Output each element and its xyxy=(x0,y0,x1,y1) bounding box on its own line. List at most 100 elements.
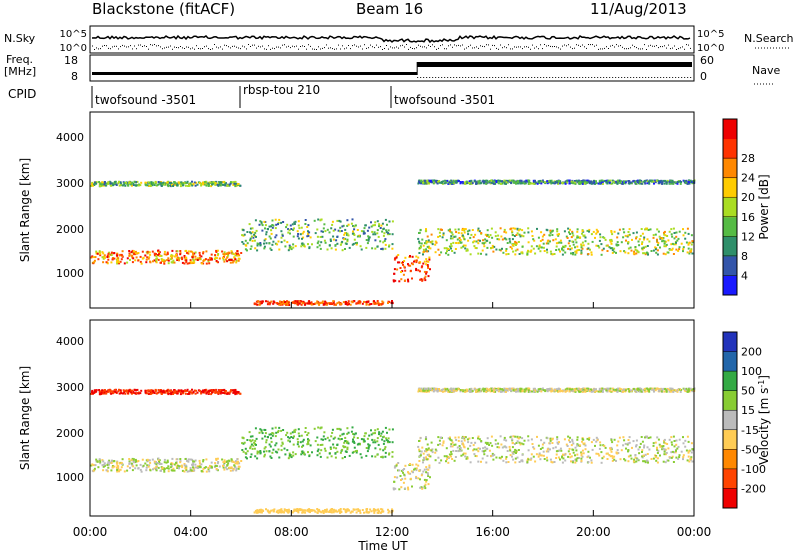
velocity-point xyxy=(173,469,176,472)
power-point xyxy=(511,247,513,250)
power-point xyxy=(209,258,212,261)
velocity-point xyxy=(216,462,219,465)
velocity-point xyxy=(466,457,469,460)
velocity-point xyxy=(577,444,580,447)
velocity-point xyxy=(574,446,577,449)
nsearch-point xyxy=(550,45,551,47)
power-point xyxy=(671,181,674,184)
power-point xyxy=(268,301,271,304)
power-point xyxy=(397,254,400,256)
nave-point xyxy=(444,77,446,78)
power-point xyxy=(215,257,218,259)
power-point xyxy=(561,247,563,250)
velocity-point xyxy=(515,449,518,452)
power-point xyxy=(494,182,497,185)
power-point xyxy=(344,301,347,304)
power-point xyxy=(132,250,135,253)
velocity-point xyxy=(572,460,575,462)
velocity-point xyxy=(564,459,567,462)
velocity-point xyxy=(151,392,154,395)
velocity-point xyxy=(428,389,431,392)
power-point xyxy=(644,228,646,231)
nsearch-point xyxy=(368,47,369,49)
power-point xyxy=(319,247,322,250)
power-point xyxy=(318,303,321,306)
nsearch-point xyxy=(418,44,419,46)
power-point xyxy=(592,230,595,233)
power-point xyxy=(447,248,450,250)
nsearch-point xyxy=(500,44,501,46)
power-point xyxy=(157,254,159,257)
power-point xyxy=(274,218,277,221)
nsearch-point xyxy=(282,44,283,46)
power-point xyxy=(216,183,219,186)
nsearch-point xyxy=(688,44,689,46)
nsearch-point xyxy=(438,47,439,49)
nsearch-point xyxy=(228,46,229,48)
nsearch-point xyxy=(134,45,135,47)
power-point xyxy=(205,180,208,183)
power-point xyxy=(329,240,332,242)
velocity-point xyxy=(670,451,673,454)
power-point xyxy=(250,232,253,235)
power-point xyxy=(588,181,591,184)
nsearch-point xyxy=(184,48,185,49)
power-point xyxy=(381,302,384,305)
velocity-point xyxy=(278,426,281,429)
velocity-point xyxy=(163,391,166,394)
velocity-point xyxy=(280,449,283,452)
velocity-point xyxy=(518,441,521,444)
velocity-point xyxy=(299,441,302,444)
power-point xyxy=(580,244,583,247)
velocity-point xyxy=(137,467,140,470)
power-point xyxy=(434,243,437,246)
power-point xyxy=(359,300,362,303)
nsearch-point xyxy=(674,45,675,47)
velocity-point xyxy=(591,448,594,451)
power-point xyxy=(477,229,479,232)
nsearch-point xyxy=(608,48,609,49)
velocity-point xyxy=(636,458,639,461)
power-point xyxy=(134,184,137,187)
velocity-point xyxy=(306,434,309,436)
velocity-point xyxy=(346,432,349,435)
power-point xyxy=(202,183,205,186)
power-point xyxy=(384,218,387,221)
power-point xyxy=(532,179,535,182)
power-point xyxy=(571,240,574,243)
power-point xyxy=(541,179,544,182)
velocity-point xyxy=(382,442,385,445)
nsearch-point xyxy=(108,47,109,49)
nave-point xyxy=(576,77,578,78)
velocity-point xyxy=(448,453,451,456)
nsearch-point xyxy=(518,46,519,48)
power-point xyxy=(307,234,310,237)
velocity-point xyxy=(202,459,205,461)
nsearch-point xyxy=(396,46,397,48)
velocity-point xyxy=(664,448,667,451)
power-point xyxy=(100,184,103,187)
velocity-point xyxy=(541,387,544,390)
power-point xyxy=(394,257,397,260)
power-point xyxy=(288,304,291,306)
power-point xyxy=(332,229,335,232)
velocity-point xyxy=(642,454,645,457)
velocity-point xyxy=(470,441,473,444)
velocity-point xyxy=(261,437,264,440)
power-point xyxy=(356,229,359,231)
velocity-point xyxy=(184,390,187,393)
power-point xyxy=(682,179,685,182)
power-point xyxy=(282,302,285,304)
power-point xyxy=(191,250,194,253)
velocity-point xyxy=(417,477,420,480)
velocity-point xyxy=(526,461,529,464)
power-point xyxy=(360,248,363,251)
power-point xyxy=(624,181,627,184)
velocity-point xyxy=(371,438,374,441)
power-point xyxy=(324,300,327,303)
power-point xyxy=(221,183,224,186)
nsearch-point xyxy=(490,48,491,50)
power-point xyxy=(185,256,188,259)
power-point xyxy=(587,247,590,250)
velocity-point xyxy=(302,444,305,447)
